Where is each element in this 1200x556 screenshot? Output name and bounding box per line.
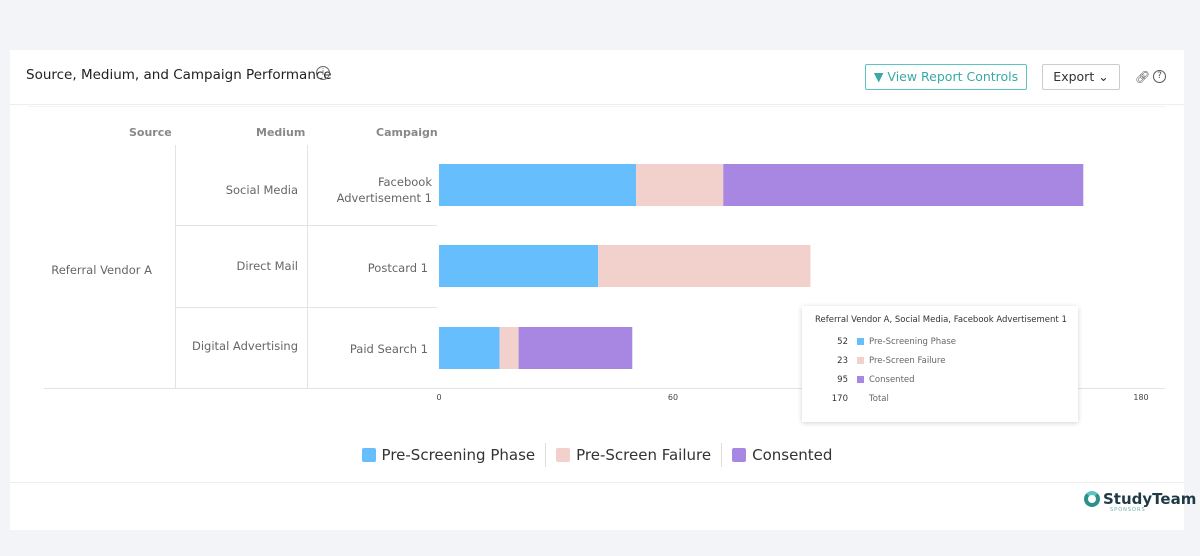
legend-label: Pre-Screen Failure: [576, 446, 712, 464]
source-cell: Referral Vendor A: [51, 263, 152, 277]
export-label: Export: [1053, 69, 1095, 84]
legend-label: Consented: [752, 446, 833, 464]
legend-label: Pre-Screening Phase: [381, 446, 536, 464]
report-card: Source, Medium, and Campaign Performance…: [10, 50, 1196, 530]
tooltip-row: 170 Total: [802, 394, 1062, 406]
view-report-controls-label: View Report Controls: [887, 69, 1019, 84]
tooltip-value: 52: [837, 337, 848, 347]
tooltip-row: 23 Pre-Screen Failure: [802, 356, 1062, 368]
tooltip-value: 170: [831, 394, 848, 404]
tooltip-swatch: [857, 376, 864, 383]
x-tick-label: 60: [668, 393, 678, 402]
link-icon[interactable]: 🔗︎: [1135, 70, 1151, 84]
header-medium: Medium: [256, 126, 306, 139]
tooltip-label: Pre-Screen Failure: [869, 356, 946, 366]
help-icon[interactable]: ?: [1153, 70, 1166, 83]
legend-item[interactable]: Pre-Screen Failure: [546, 443, 723, 467]
header-source: Source: [129, 126, 172, 139]
axis-line: [44, 388, 1165, 389]
bar-segment[interactable]: [518, 327, 633, 369]
divider: [28, 106, 1166, 107]
export-button[interactable]: Export ⌄: [1042, 64, 1120, 90]
campaign-cell: Paid Search 1: [349, 342, 428, 356]
medium-cell: Digital Advertising: [191, 339, 298, 353]
tooltip-title: Referral Vendor A, Social Media, Faceboo…: [815, 315, 1067, 325]
tooltip: Referral Vendor A, Social Media, Faceboo…: [802, 306, 1078, 422]
filter-icon: ▼: [873, 69, 888, 84]
divider: [10, 482, 1184, 483]
tooltip-label: Total: [869, 394, 889, 404]
legend: Pre-Screening Phase Pre-Screen Failure C…: [10, 443, 1184, 467]
divider: [175, 145, 176, 388]
tooltip-swatch: [857, 357, 864, 364]
report-title: Source, Medium, and Campaign Performance: [26, 67, 332, 83]
logo-sub: SPONSORS: [1110, 507, 1146, 513]
medium-cell: Social Media: [225, 183, 298, 197]
legend-swatch: [732, 448, 747, 462]
tooltip-swatch: [857, 338, 864, 345]
tooltip-row: 95 Consented: [802, 375, 1062, 387]
studyteam-logo: StudyTeam SPONSORS: [1084, 490, 1197, 513]
bar-segment[interactable]: [636, 164, 724, 206]
medium-cell: Direct Mail: [236, 259, 298, 273]
divider: [10, 104, 1184, 105]
header-campaign: Campaign: [376, 126, 438, 139]
bar-segment[interactable]: [439, 164, 637, 206]
legend-swatch: [361, 448, 376, 462]
tooltip-label: Consented: [869, 375, 915, 385]
legend-item[interactable]: Consented: [722, 443, 842, 467]
bar-segment[interactable]: [598, 245, 811, 287]
tooltip-row: 52 Pre-Screening Phase: [802, 337, 1062, 349]
legend-swatch: [556, 448, 571, 462]
divider: [175, 225, 437, 226]
bar-segment[interactable]: [439, 327, 500, 369]
view-report-controls-button[interactable]: ▼ View Report Controls: [865, 64, 1027, 90]
x-tick-label: 0: [436, 393, 441, 402]
chevron-down-icon: ⌄: [1098, 69, 1109, 84]
bar-chart: 060120180: [436, 164, 1149, 402]
campaign-cell: Postcard 1: [367, 261, 428, 275]
bar-segment[interactable]: [439, 245, 599, 287]
bar-segment[interactable]: [723, 164, 1084, 206]
legend-item[interactable]: Pre-Screening Phase: [352, 443, 547, 467]
logo-name: StudyTeam: [1103, 490, 1197, 508]
tooltip-value: 95: [837, 375, 848, 385]
tooltip-value: 23: [837, 356, 848, 366]
campaign-cell: Facebook Advertisement 1: [336, 175, 432, 205]
bar-segment[interactable]: [499, 327, 519, 369]
x-tick-label: 180: [1133, 393, 1148, 402]
logo-mark: [1084, 491, 1100, 507]
divider: [175, 307, 437, 308]
tooltip-label: Pre-Screening Phase: [869, 337, 957, 347]
info-icon[interactable]: i: [316, 66, 330, 80]
divider: [307, 145, 308, 388]
